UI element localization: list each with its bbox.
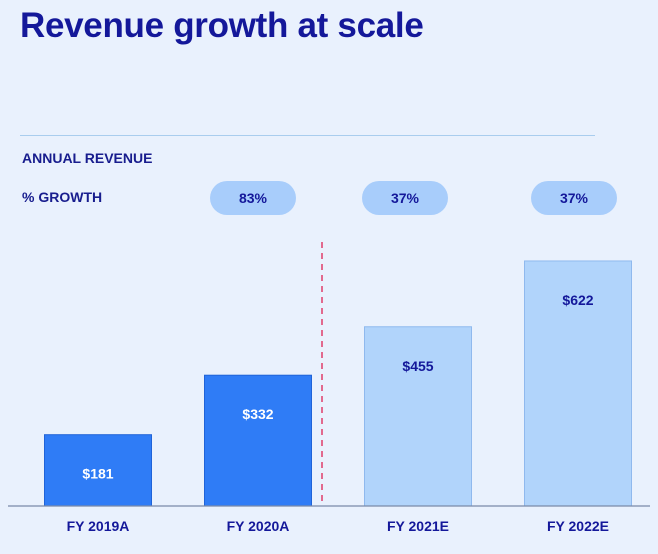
growth-pill-fy2020: 83% <box>210 181 296 215</box>
category-label: FY 2019A <box>67 518 130 534</box>
growth-pill-fy2022: 37% <box>531 181 617 215</box>
bar-value-label: $181 <box>82 466 113 482</box>
category-label: FY 2020A <box>227 518 290 534</box>
growth-label: % GROWTH <box>22 189 103 205</box>
page-title: Revenue growth at scale <box>20 6 424 45</box>
bar-value-label: $455 <box>402 358 433 374</box>
annual-revenue-label: ANNUAL REVENUE <box>22 150 153 166</box>
bar-fy-2022e <box>524 260 632 507</box>
bar-fy-2020a <box>204 374 312 507</box>
growth-pill-fy2021: 37% <box>362 181 448 215</box>
bar-value-label: $622 <box>562 292 593 308</box>
bar-fy-2019a <box>44 434 152 507</box>
category-label: FY 2021E <box>387 518 449 534</box>
bar-value-label: $332 <box>242 406 273 422</box>
category-label: FY 2022E <box>547 518 609 534</box>
top-divider <box>20 135 595 136</box>
bar-fy-2021e <box>364 326 472 507</box>
